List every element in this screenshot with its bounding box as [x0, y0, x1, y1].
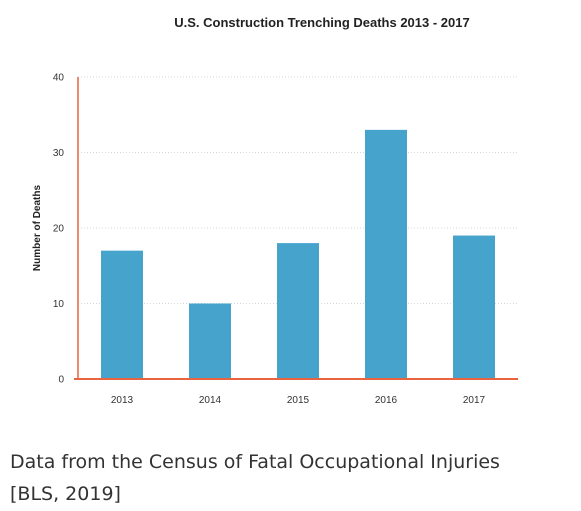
y-tick-label: 10 [53, 299, 65, 310]
caption-line-2: [BLS, 2019] [10, 483, 121, 505]
y-tick-label: 40 [53, 73, 65, 84]
x-tick-label: 2016 [375, 395, 398, 406]
chart-caption: Data from the Census of Fatal Occupation… [10, 446, 575, 510]
y-tick-label: 30 [53, 148, 65, 159]
y-axis-label: Number of Deaths [32, 185, 43, 272]
x-tick-labels: 2013 2014 2015 2016 2017 [111, 395, 486, 406]
bar-2014 [189, 303, 231, 379]
x-tick-label: 2015 [287, 395, 310, 406]
x-tick-label: 2017 [463, 395, 486, 406]
bar-2013 [101, 250, 143, 379]
bar-chart: U.S. Construction Trenching Deaths 2013 … [32, 15, 518, 406]
y-tick-label: 20 [53, 224, 65, 235]
chart-title: U.S. Construction Trenching Deaths 2013 … [174, 15, 469, 30]
bar-2017 [453, 235, 495, 379]
bars [101, 129, 495, 379]
y-tick-labels: 0 10 20 30 40 [53, 73, 65, 386]
y-tick-label: 0 [58, 375, 64, 386]
bar-2015 [277, 243, 319, 379]
caption-line-1: Data from the Census of Fatal Occupation… [10, 451, 500, 473]
bar-2016 [365, 129, 407, 379]
x-tick-label: 2013 [111, 395, 134, 406]
x-tick-label: 2014 [199, 395, 222, 406]
